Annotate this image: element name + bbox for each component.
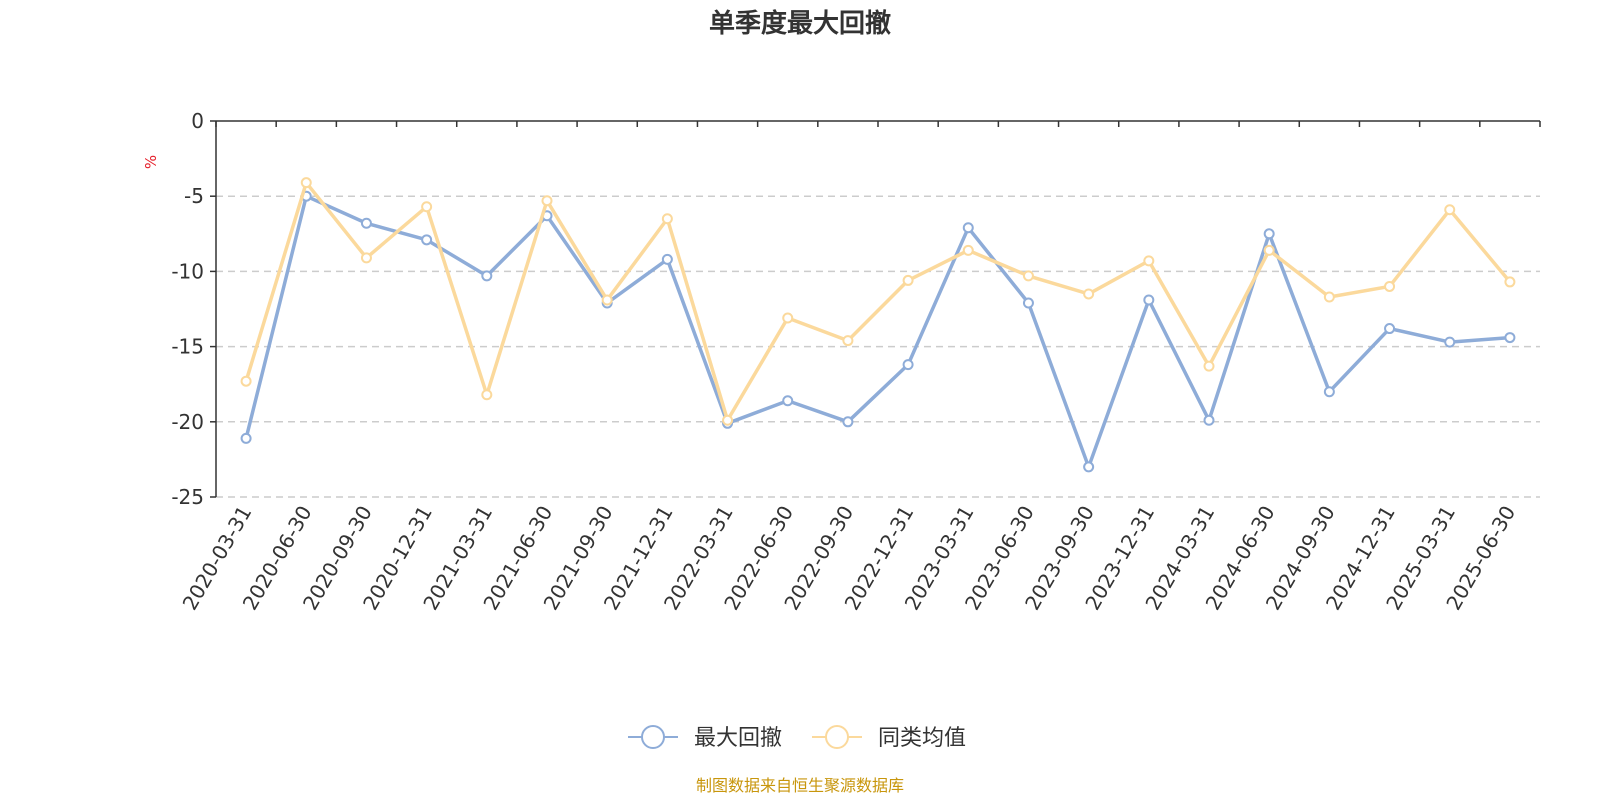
data-point[interactable] [1203, 360, 1215, 372]
legend-marker-swatch [825, 725, 849, 749]
legend-item[interactable]: 同类均值 [812, 725, 966, 751]
data-point[interactable] [661, 253, 673, 265]
data-point[interactable] [1022, 270, 1034, 282]
y-tick-labels: 0 -5 -10 -15 -20 -25 [171, 109, 204, 509]
data-point[interactable] [722, 414, 734, 426]
data-point[interactable] [1083, 461, 1095, 473]
data-point[interactable] [360, 217, 372, 229]
data-point[interactable] [1504, 332, 1516, 344]
data-point[interactable] [902, 274, 914, 286]
data-point[interactable] [481, 270, 493, 282]
series-line [244, 180, 1512, 423]
data-point[interactable] [541, 195, 553, 207]
data-point[interactable] [1323, 291, 1335, 303]
data-point[interactable] [481, 389, 493, 401]
grid-lines [216, 195, 1540, 498]
data-point[interactable] [1444, 204, 1456, 216]
data-point[interactable] [421, 201, 433, 213]
y-tick-label: -15 [171, 335, 204, 359]
data-point[interactable] [1203, 414, 1215, 426]
y-tick-label: -20 [171, 410, 204, 434]
y-tick-label: -10 [171, 259, 204, 283]
data-point[interactable] [1263, 228, 1275, 240]
data-point[interactable] [842, 416, 854, 428]
y-tick-label: -25 [171, 485, 204, 509]
legend-label: 同类均值 [878, 726, 966, 751]
legend[interactable]: 最大回撤 同类均值 [628, 725, 966, 751]
series-lines [240, 177, 1516, 473]
data-point[interactable] [1384, 323, 1396, 335]
series-2 [240, 177, 1516, 426]
data-point[interactable] [1022, 297, 1034, 309]
data-point[interactable] [1323, 386, 1335, 398]
data-point[interactable] [1083, 288, 1095, 300]
y-tick-label: -5 [184, 184, 204, 208]
legend-marker-swatch [641, 725, 665, 749]
y-tick-label: 0 [191, 109, 204, 133]
legend-item[interactable]: 最大回撤 [628, 725, 782, 751]
data-point[interactable] [1143, 255, 1155, 267]
data-point[interactable] [240, 375, 252, 387]
data-point[interactable] [240, 432, 252, 444]
axes [210, 120, 1541, 498]
y-axis-unit: % [142, 155, 160, 169]
chart-title: 单季度最大回撤 [709, 8, 891, 39]
data-point[interactable] [661, 213, 673, 225]
data-point[interactable] [1143, 294, 1155, 306]
data-point[interactable] [1263, 244, 1275, 256]
source-note: 制图数据来自恒生聚源数据库 [696, 776, 904, 795]
data-point[interactable] [1504, 276, 1516, 288]
data-point[interactable] [962, 222, 974, 234]
series-line [244, 194, 1512, 469]
series-1 [240, 190, 1516, 473]
data-point[interactable] [782, 312, 794, 324]
data-point[interactable] [360, 252, 372, 264]
data-point[interactable] [1444, 336, 1456, 348]
data-point[interactable] [902, 359, 914, 371]
data-point[interactable] [1384, 280, 1396, 292]
data-point[interactable] [421, 234, 433, 246]
x-tick-labels: 2020-03-312020-06-302020-09-302020-12-31… [178, 501, 1521, 614]
data-point[interactable] [601, 294, 613, 306]
data-point[interactable] [300, 177, 312, 189]
data-point[interactable] [782, 395, 794, 407]
legend-label: 最大回撤 [694, 726, 782, 751]
data-point[interactable] [962, 244, 974, 256]
data-point[interactable] [842, 335, 854, 347]
